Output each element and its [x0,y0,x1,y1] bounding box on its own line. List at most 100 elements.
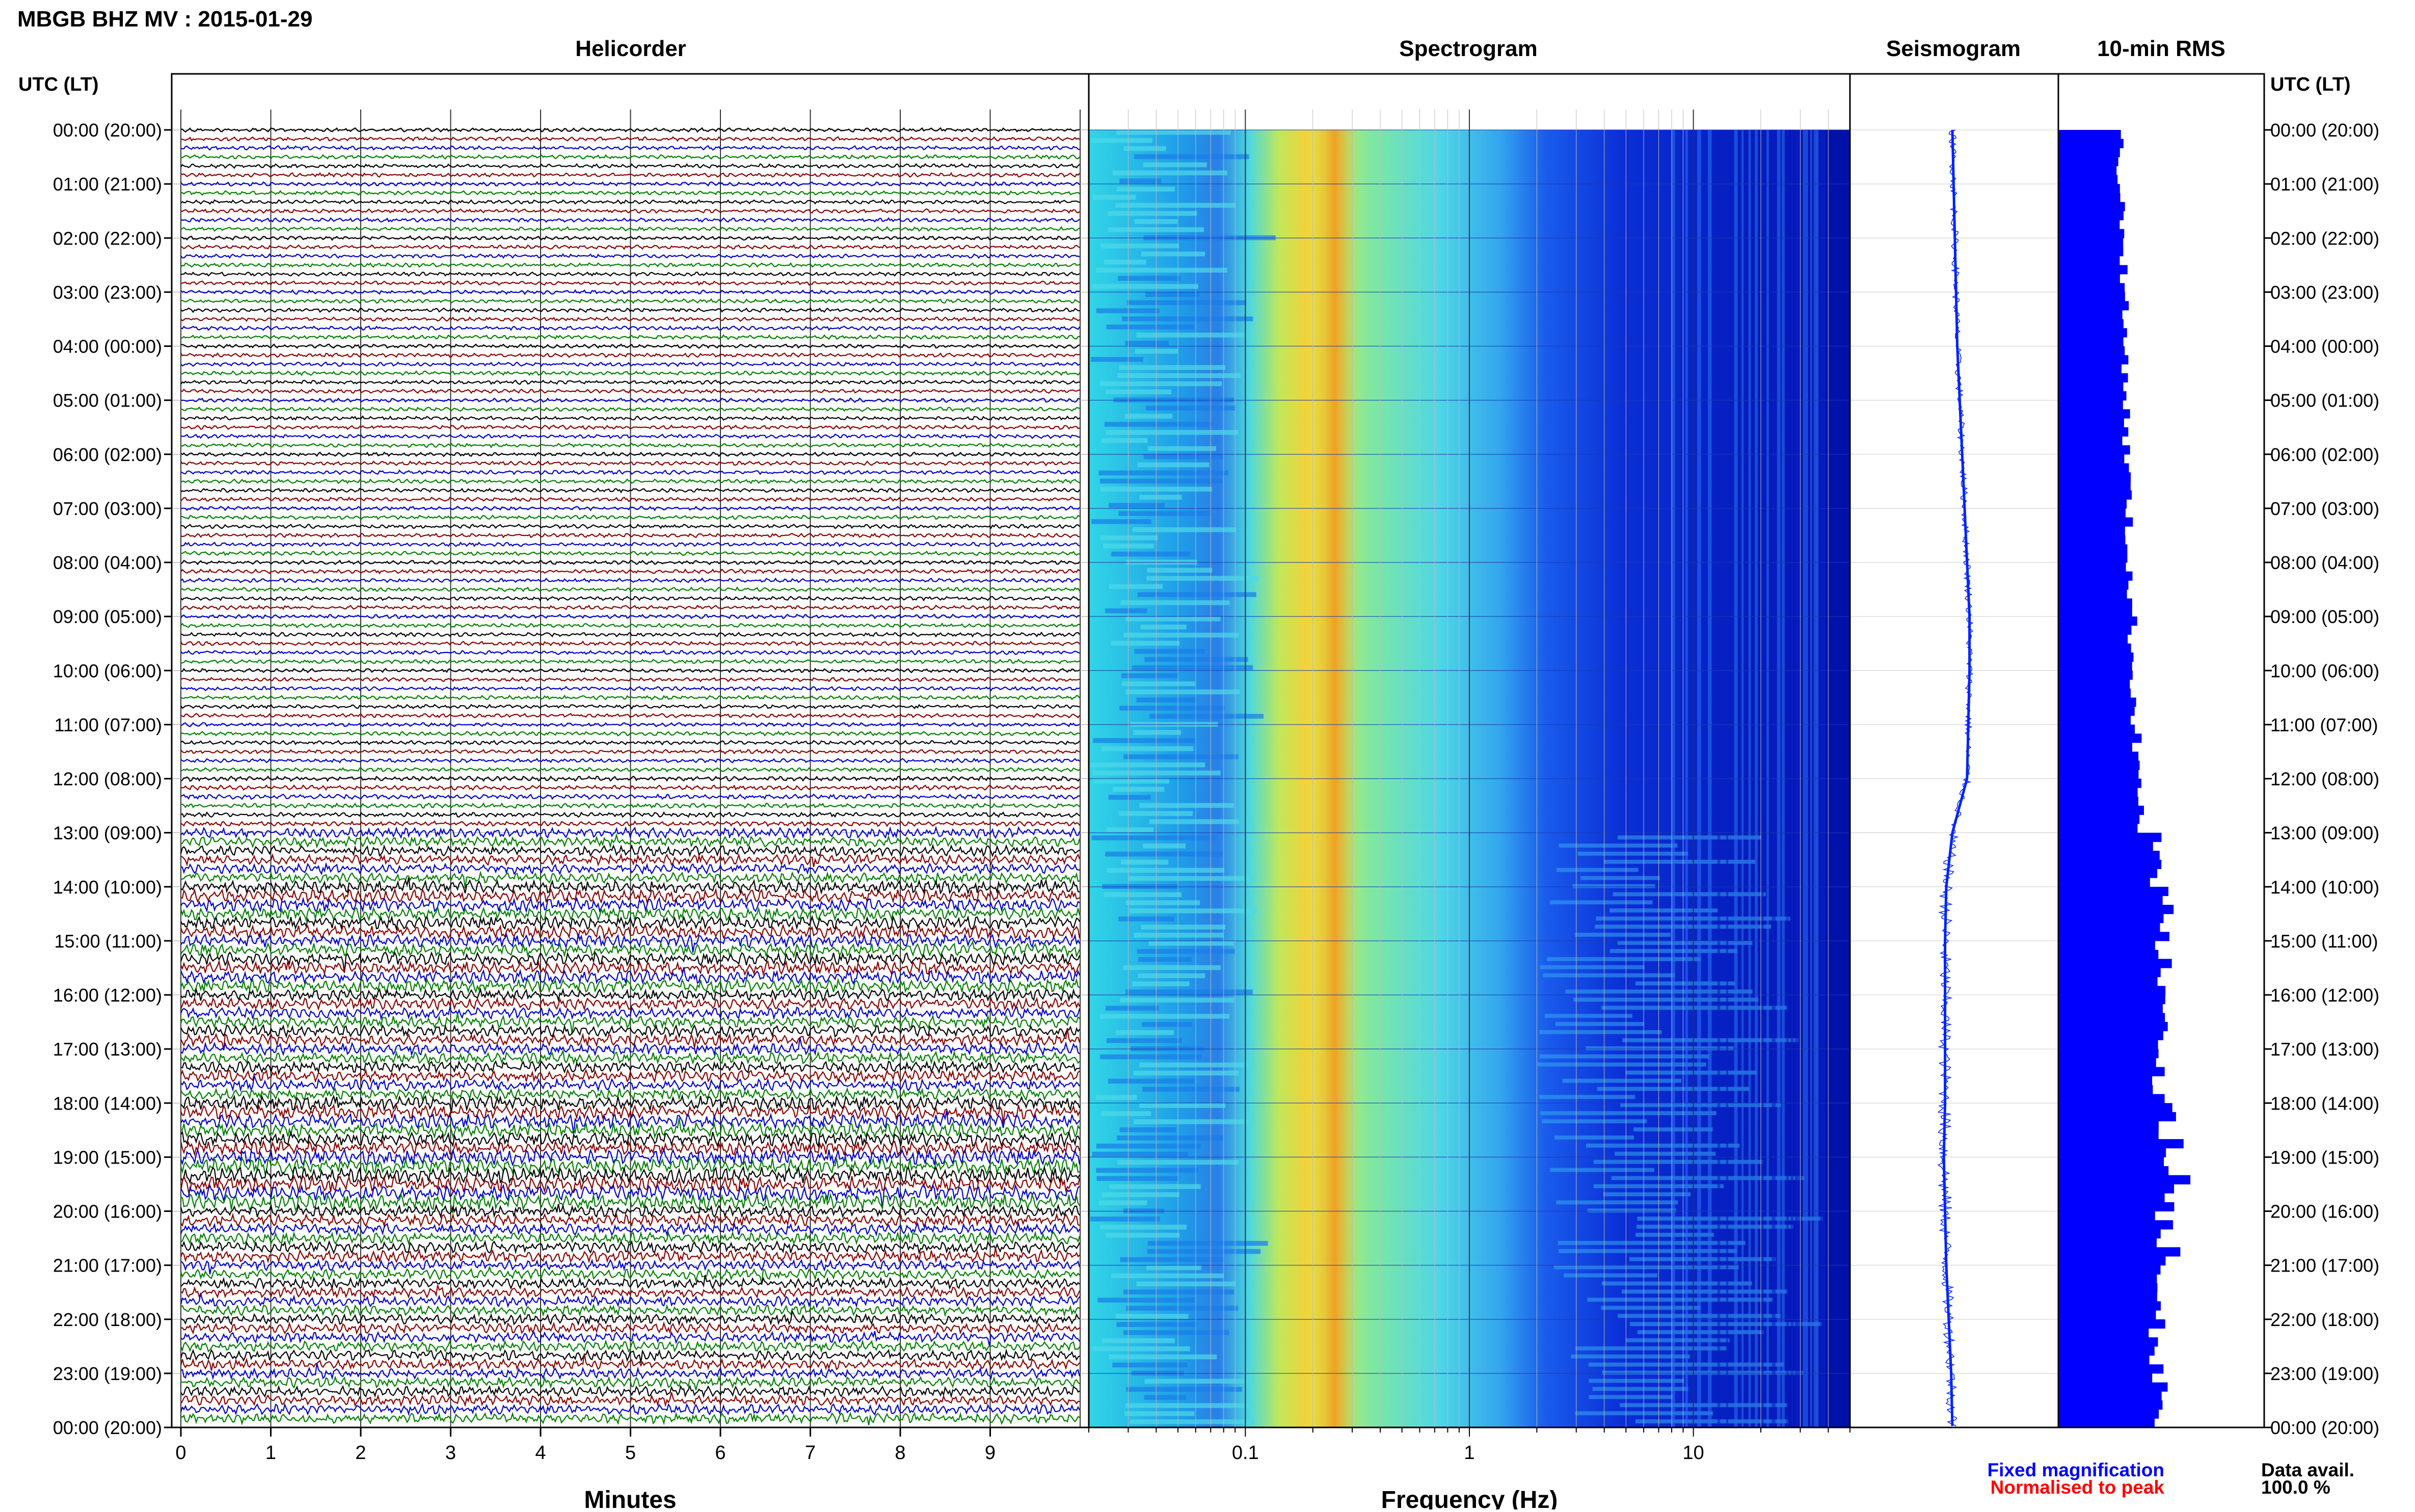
hour-label-right: 10:00 (06:00) [2270,660,2379,681]
helicorder-trace-line [180,542,1080,548]
hour-label-right: 03:00 (23:00) [2270,282,2379,303]
helicorder-trace-line [180,1353,1080,1371]
helicorder-trace-line [180,523,1080,529]
hour-label-left: 14:00 (10:00) [53,877,162,898]
helicorder-trace-line [180,767,1080,773]
spectrogram-streak [1111,1273,1224,1279]
helicorder-trace-line [180,388,1080,394]
helicorder-trace-line [180,775,1080,782]
rms-bar [2058,1292,2157,1302]
spectrogram-streak [1562,1078,1682,1083]
helicorder-trace-line [180,1005,1081,1021]
spectrogram-streak [1136,332,1247,338]
spectrogram-streak [1098,1200,1147,1205]
rms-bars [2058,130,2191,1428]
helicorder-trace-line [180,825,1081,840]
spectrogram-streak [1123,146,1166,151]
spectrogram-streak [1629,1257,1776,1261]
spectrogram-streak [1575,932,1671,937]
spectrogram-streak [1106,827,1154,832]
helicorder-trace-line [180,586,1080,592]
hour-label-right: 09:00 (05:00) [2270,606,2379,627]
helicorder-trace-line [180,397,1080,403]
rms-bar [2058,625,2132,635]
helicorder-trace-line [180,640,1080,646]
spectrogram-streak [1096,267,1227,273]
spectrogram-streak [1145,406,1236,411]
rms-bar [2058,823,2138,833]
helicorder-trace-line [180,136,1080,142]
spectrogram-streak [1099,1225,1187,1230]
minute-tick-label: 2 [355,1442,366,1464]
rms-bar [2058,544,2128,554]
rms-bar [2058,265,2128,275]
hour-label-left: 13:00 (09:00) [53,823,162,844]
hour-label-right: 17:00 (13:00) [2270,1039,2379,1060]
spectrogram-streak [1134,1119,1251,1124]
rms-bar [2058,1193,2165,1203]
spectrogram-streak [1601,1306,1701,1310]
rms-bar [2058,1004,2163,1013]
spectrogram-streak [1098,470,1228,476]
spectrogram-streak [1104,892,1182,897]
hour-label-left: 10:00 (06:00) [53,660,162,681]
spectrogram-streak [1104,259,1146,265]
rms-bar [2058,247,2124,257]
helicorder-trace-line [180,613,1080,619]
rms-bar [2058,580,2129,590]
spectrogram-streak [1115,1030,1174,1035]
helicorder-trace-line [180,1028,1081,1050]
rms-bar [2058,913,2164,923]
helicorder-trace-line [180,127,1080,133]
helicorder-trace-line [180,667,1080,673]
spectrogram-streak [1128,876,1251,881]
spectrogram-streak [1573,997,1759,1002]
rms-bar [2058,707,2135,716]
right-hour-labels: 00:00 (20:00) 01:00 (21:00) 02:00 (22:00) 0… [2264,120,2379,1438]
rms-bar [2058,1283,2158,1293]
rms-bar [2058,274,2120,284]
rms-bar [2058,1319,2165,1329]
helicorder-trace-line [180,1285,1081,1299]
spectrogram-streak [1550,900,1653,905]
spectrogram-streak [1564,1273,1658,1278]
rms-bar [2058,1076,2153,1086]
spectrogram-streak [1611,1176,1804,1180]
hour-label-right: 13:00 (09:00) [2270,823,2379,844]
spectrogram-streak [1123,1289,1235,1294]
minute-tick-label: 5 [625,1442,636,1464]
spectrogram-streak [1089,762,1205,768]
rms-bar [2058,1355,2150,1365]
spectrogram-streak [1125,1403,1251,1408]
rms-bar [2058,256,2120,265]
spectrogram-streak [1120,600,1230,605]
helicorder-trace-line [180,1239,1080,1255]
helicorder-trace-line [180,996,1080,1012]
rms-bar [2058,499,2127,509]
spectrogram-streak [1091,284,1198,289]
spectrogram-title: Spectrogram [1399,36,1537,61]
spectrogram-streak [1125,340,1169,346]
helicorder-trace-line [180,1037,1080,1057]
rms-bar [2058,1247,2181,1257]
helicorder-trace-line [180,704,1080,710]
helicorder-trace-line [180,844,1080,858]
rms-bar [2058,959,2172,968]
spectrogram-streak [1139,803,1234,808]
spectrogram-streak [1132,527,1237,532]
helicorder-trace-line [180,1130,1081,1148]
spectrogram-streak [1139,1103,1226,1108]
hour-label-left: 16:00 (12:00) [53,985,162,1006]
helicorder-trace-line [180,325,1080,331]
rms-bar [2058,724,2135,734]
rms-bar [2058,1022,2168,1032]
rms-bar [2058,1391,2162,1401]
spectrogram-streak [1537,1062,1706,1067]
spectrogram-streak [1622,1289,1788,1294]
hour-label-left: 05:00 (01:00) [53,390,162,411]
spectrogram-streak [1149,714,1264,719]
helicorder-trace-line [180,951,1081,973]
rms-bar [2058,940,2155,951]
helicorder-trace-line [180,677,1080,683]
rms-bar [2058,319,2124,329]
